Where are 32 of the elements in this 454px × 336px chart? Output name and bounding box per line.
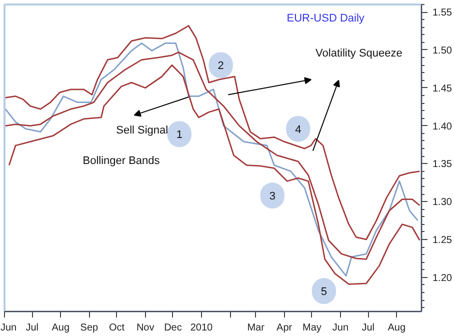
y-tick-label: 1.55	[432, 8, 452, 19]
line-series	[4, 25, 420, 240]
annotation: Volatility Squeeze	[316, 48, 402, 60]
x-tick-label: Aug	[52, 322, 70, 334]
y-tick-label: 1.20	[432, 272, 452, 284]
x-tick-label: 2010	[190, 322, 214, 334]
x-tick-label: Mar	[247, 322, 266, 334]
text: EUR-USD Daily	[286, 12, 365, 24]
y-tick-label: 1.45	[432, 83, 452, 94]
annotation: 1	[176, 129, 182, 142]
annotation: 5	[320, 286, 327, 298]
x-tick-label: Jul	[362, 322, 375, 334]
y-tick-label: 1.25	[432, 234, 452, 246]
x-tick-label: Nov	[136, 322, 154, 334]
x-tick-label: Oct	[109, 322, 125, 334]
x-tick-label: Jun	[332, 322, 349, 334]
y-tick-label: 1.35	[432, 159, 452, 170]
x-tick-label: Jun	[0, 322, 17, 334]
x-tick-label: Dec	[164, 322, 182, 334]
x-tick-label: May	[302, 322, 322, 334]
annotation: 3	[269, 190, 276, 203]
y-tick-label: 1.30	[432, 197, 452, 208]
x-tick-label: Jul	[26, 322, 39, 334]
x-tick-label: Apr	[276, 322, 293, 334]
y-tick-label: 1.50	[432, 45, 452, 56]
x-tick-label: Aug	[388, 322, 406, 334]
annotation: 2	[218, 60, 224, 72]
x-tick-label: Sep	[80, 322, 99, 334]
annotation: Sell Signal	[116, 124, 168, 136]
y-tick-label: 1.40	[432, 121, 452, 132]
annotation: Bollinger Bands	[82, 155, 160, 168]
annotation: 4	[295, 124, 302, 136]
